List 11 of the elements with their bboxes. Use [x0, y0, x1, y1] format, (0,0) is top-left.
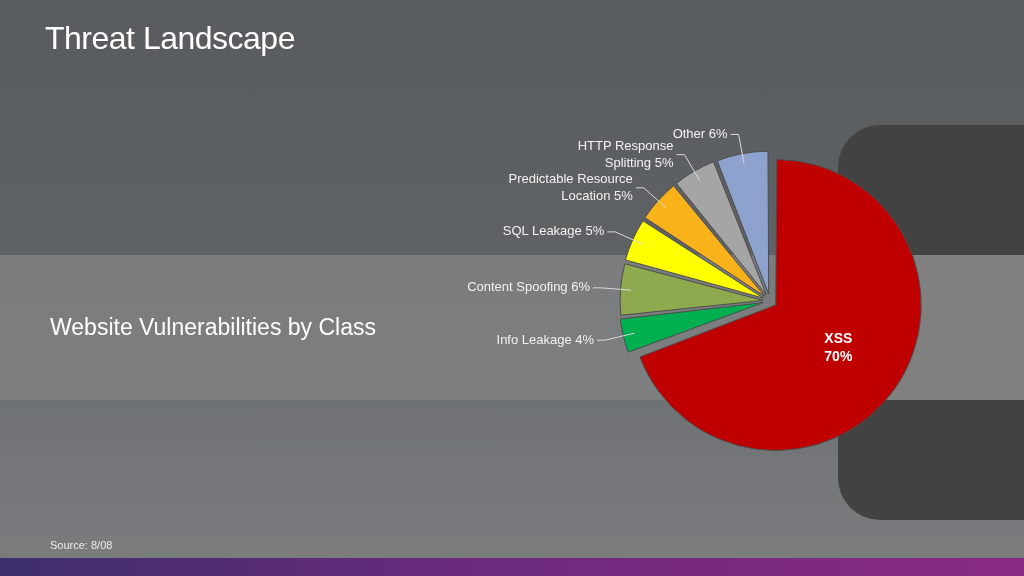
text: Website Vulnerabilities by Class	[50, 314, 376, 341]
slice-label: XSS	[824, 330, 853, 347]
slice-label: Other 6%	[672, 126, 728, 142]
slice-label: HTTP Response Splitting 5%	[577, 137, 674, 170]
slice-label: Info Leakage 4%	[496, 331, 595, 347]
slice-label: SQL Leakage 5%	[502, 223, 605, 239]
text: Threat Landscape	[45, 20, 295, 57]
slice-label: Content Spoofing 6%	[467, 279, 591, 295]
source-note: Source: 8/08	[50, 539, 113, 551]
slice-label: Predictable Resource Location 5%	[508, 170, 634, 203]
data-label: 70%	[824, 348, 853, 365]
